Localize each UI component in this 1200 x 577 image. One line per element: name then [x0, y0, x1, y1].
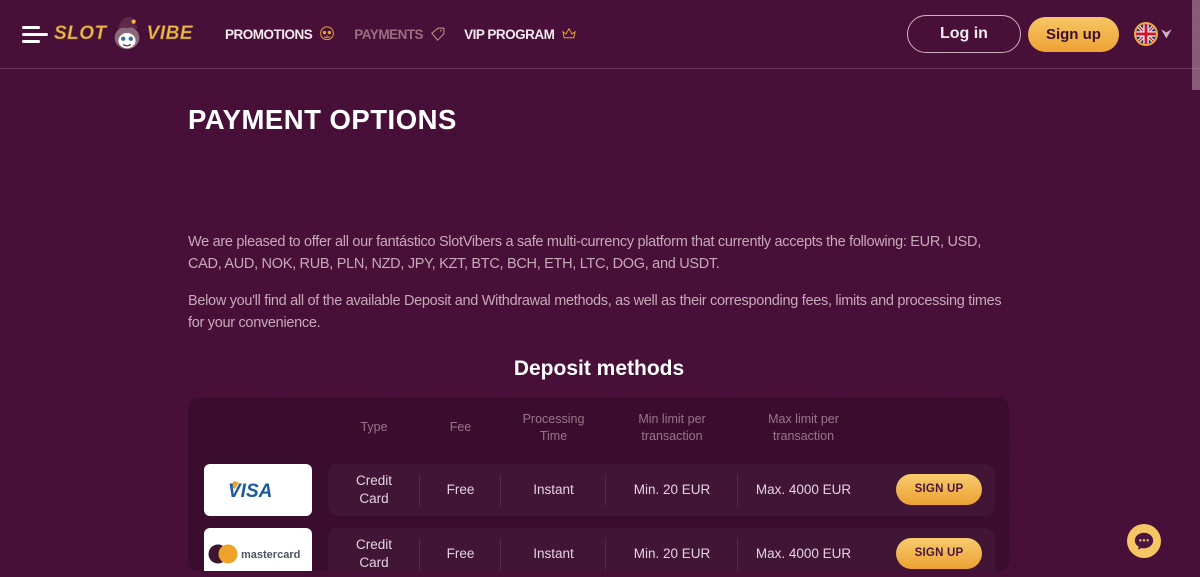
svg-text:mastercard: mastercard	[241, 549, 300, 561]
svg-text:VISA: VISA	[228, 481, 272, 502]
